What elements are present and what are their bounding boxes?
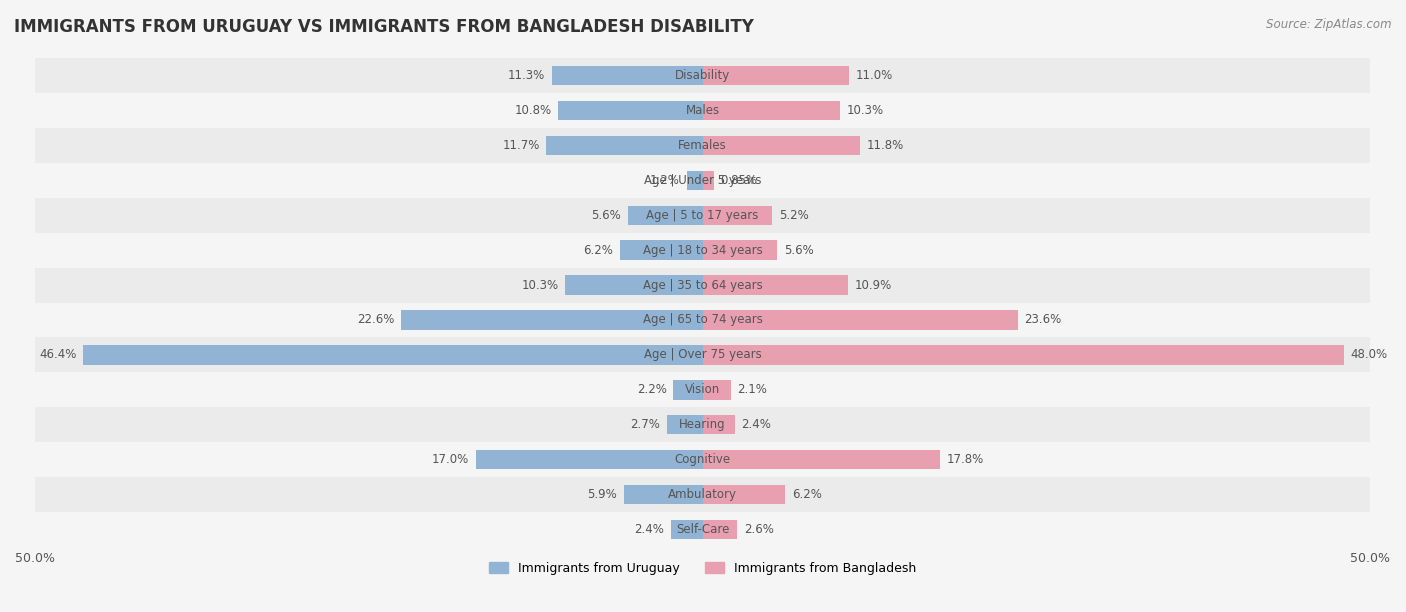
Text: 11.7%: 11.7% [502,139,540,152]
Legend: Immigrants from Uruguay, Immigrants from Bangladesh: Immigrants from Uruguay, Immigrants from… [484,557,921,580]
Bar [35,58,1371,93]
Bar [547,136,703,155]
Bar [35,477,1371,512]
Text: 10.3%: 10.3% [522,278,558,291]
Bar [35,267,1371,302]
Bar [35,163,1371,198]
Bar [628,206,703,225]
Text: 2.7%: 2.7% [630,419,659,431]
Bar [703,136,860,155]
Bar [401,310,703,330]
Text: 2.1%: 2.1% [737,383,768,397]
Text: 11.3%: 11.3% [508,69,546,82]
Bar [35,337,1371,373]
Bar [83,345,703,365]
Text: 2.4%: 2.4% [741,419,772,431]
Text: 6.2%: 6.2% [583,244,613,256]
Text: 5.9%: 5.9% [588,488,617,501]
Text: 46.4%: 46.4% [39,348,76,362]
Text: Vision: Vision [685,383,720,397]
Bar [35,442,1371,477]
Bar [703,485,786,504]
Bar [673,380,703,400]
Bar [686,171,703,190]
Bar [703,450,941,469]
Bar [35,302,1371,337]
Text: Age | 65 to 74 years: Age | 65 to 74 years [643,313,762,326]
Text: 0.85%: 0.85% [721,174,758,187]
Bar [703,310,1018,330]
Text: 5.6%: 5.6% [785,244,814,256]
Bar [703,171,714,190]
Bar [703,65,849,85]
Text: Source: ZipAtlas.com: Source: ZipAtlas.com [1267,18,1392,31]
Text: 17.8%: 17.8% [948,453,984,466]
Bar [35,93,1371,128]
Bar [703,380,731,400]
Text: 10.3%: 10.3% [846,104,884,117]
Bar [35,198,1371,233]
Bar [35,373,1371,408]
Text: 22.6%: 22.6% [357,313,394,326]
Text: 6.2%: 6.2% [792,488,823,501]
Text: 11.0%: 11.0% [856,69,893,82]
Text: 11.8%: 11.8% [868,139,904,152]
Text: Age | 35 to 64 years: Age | 35 to 64 years [643,278,762,291]
Bar [558,100,703,120]
Text: Females: Females [678,139,727,152]
Text: Age | 18 to 34 years: Age | 18 to 34 years [643,244,762,256]
Text: Ambulatory: Ambulatory [668,488,737,501]
Text: 2.4%: 2.4% [634,523,664,536]
Bar [35,408,1371,442]
Bar [624,485,703,504]
Bar [703,520,737,539]
Text: Cognitive: Cognitive [675,453,731,466]
Text: 10.9%: 10.9% [855,278,891,291]
Text: 48.0%: 48.0% [1350,348,1388,362]
Text: 5.2%: 5.2% [779,209,808,222]
Text: Self-Care: Self-Care [676,523,730,536]
Bar [671,520,703,539]
Text: Age | Under 5 years: Age | Under 5 years [644,174,762,187]
Bar [703,100,841,120]
Bar [620,241,703,259]
Bar [35,512,1371,547]
Text: Age | 5 to 17 years: Age | 5 to 17 years [647,209,759,222]
Text: 17.0%: 17.0% [432,453,470,466]
Text: Disability: Disability [675,69,730,82]
Text: Age | Over 75 years: Age | Over 75 years [644,348,762,362]
Bar [551,65,703,85]
Text: 2.6%: 2.6% [744,523,773,536]
Bar [35,233,1371,267]
Text: 5.6%: 5.6% [592,209,621,222]
Text: 1.2%: 1.2% [650,174,681,187]
Text: Hearing: Hearing [679,419,725,431]
Bar [703,415,735,435]
Bar [703,241,778,259]
Bar [703,275,848,294]
Text: IMMIGRANTS FROM URUGUAY VS IMMIGRANTS FROM BANGLADESH DISABILITY: IMMIGRANTS FROM URUGUAY VS IMMIGRANTS FR… [14,18,754,36]
Bar [666,415,703,435]
Text: 2.2%: 2.2% [637,383,666,397]
Text: 10.8%: 10.8% [515,104,551,117]
Bar [565,275,703,294]
Bar [475,450,703,469]
Text: Males: Males [686,104,720,117]
Text: 23.6%: 23.6% [1025,313,1062,326]
Bar [35,128,1371,163]
Bar [703,206,772,225]
Bar [703,345,1344,365]
